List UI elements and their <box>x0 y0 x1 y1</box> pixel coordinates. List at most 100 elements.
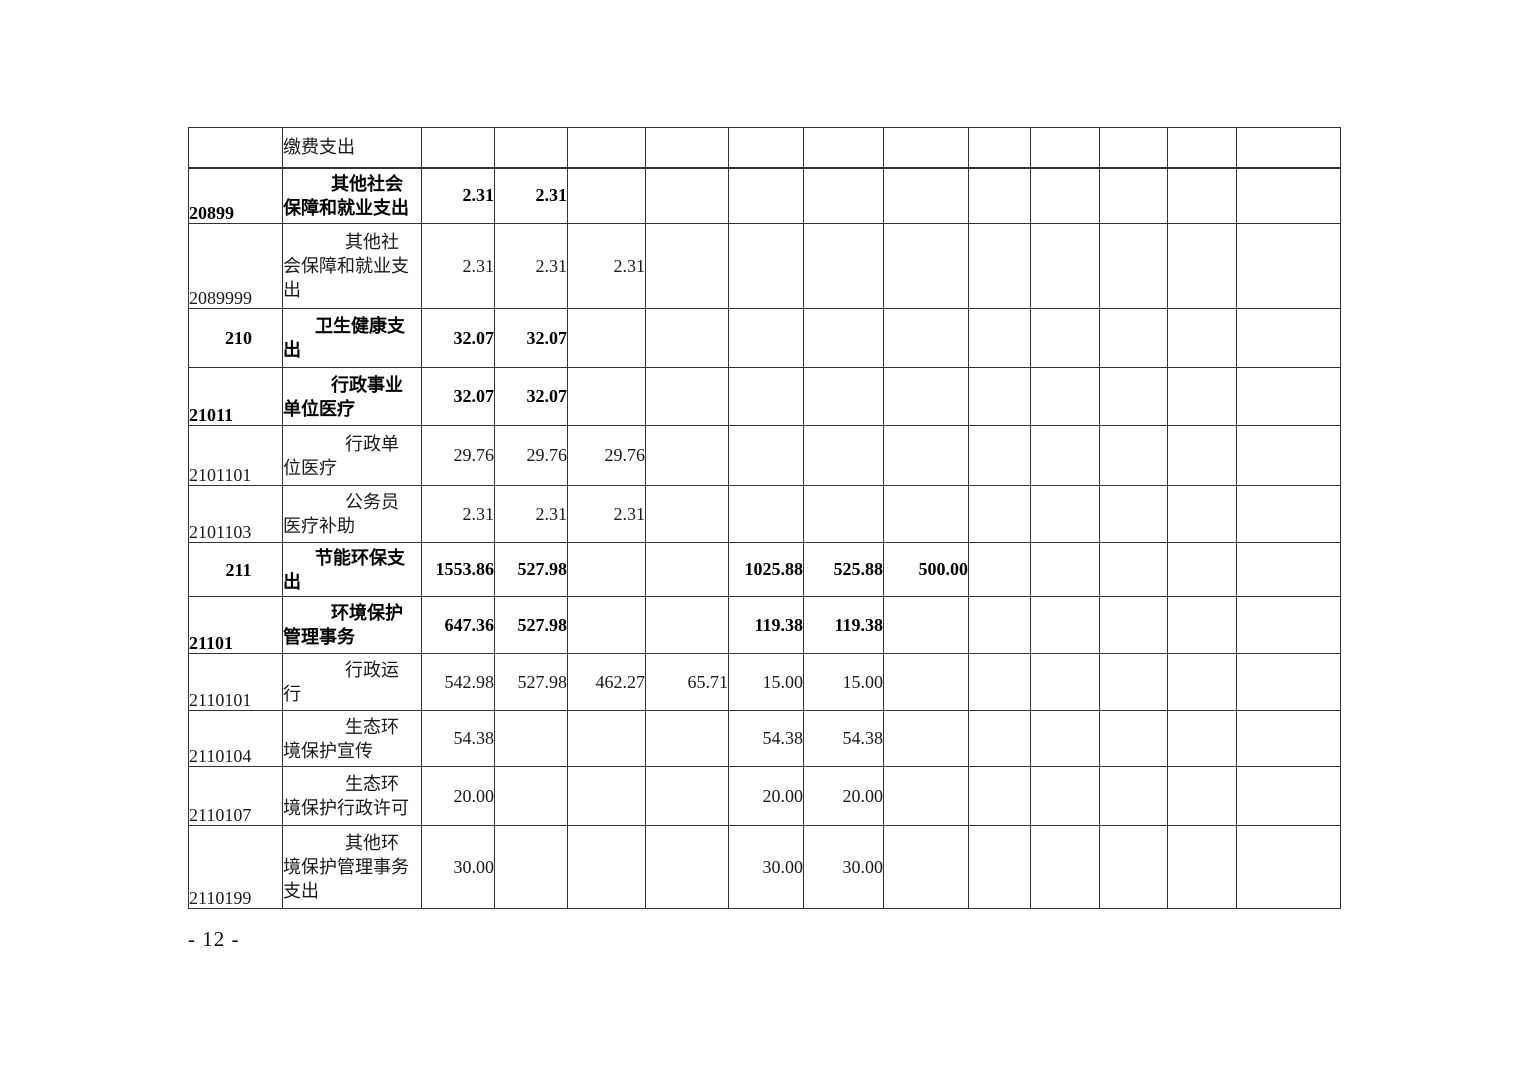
page-number: - 12 - <box>188 927 240 951</box>
value-cell <box>1030 223 1100 309</box>
name-line: 卫生健康支 <box>315 316 405 336</box>
value-cell <box>1099 825 1168 909</box>
value-cell: 32.07 <box>421 308 495 368</box>
name-cell: 公务员 医疗补助 <box>282 485 422 543</box>
value-cell <box>728 167 804 224</box>
value-cell <box>883 710 969 767</box>
value-cell <box>645 308 729 368</box>
name-line: 生态环 <box>345 774 399 794</box>
value-cell <box>1030 367 1100 426</box>
table-row: 2101101 行政单 位医疗 29.76 29.76 29.76 <box>188 425 1341 486</box>
value-cell <box>968 542 1031 597</box>
value-cell <box>1099 425 1168 486</box>
name-line: 出 <box>283 340 302 360</box>
name-cell: 生态环 境保护宣传 <box>282 710 422 767</box>
value-cell <box>1099 596 1168 654</box>
value-cell <box>1030 825 1100 909</box>
value-cell <box>645 542 729 597</box>
name-line: 支出 <box>283 881 320 901</box>
value-cell <box>883 167 969 224</box>
value-cell <box>1030 485 1100 543</box>
name-line: 位医疗 <box>283 457 338 478</box>
name-cell: 节能环保支出 <box>282 542 422 597</box>
value-cell <box>645 167 729 224</box>
value-cell <box>883 425 969 486</box>
value-cell: 527.98 <box>494 596 568 654</box>
value-cell <box>1167 308 1237 368</box>
value-cell <box>1030 766 1100 826</box>
code-cell: 2110104 <box>188 710 283 767</box>
name-line: 行政单 <box>345 433 399 454</box>
name-line: 境保护管理事务 <box>283 857 410 877</box>
value-cell <box>494 766 568 826</box>
value-cell: 32.07 <box>494 308 568 368</box>
value-cell <box>567 367 646 426</box>
value-cell <box>883 308 969 368</box>
name-cell: 其他环 境保护管理事务 支出 <box>282 825 422 909</box>
value-cell <box>1099 167 1168 224</box>
value-cell: 54.38 <box>421 710 495 767</box>
value-cell <box>1236 485 1341 543</box>
value-cell <box>1167 653 1237 711</box>
value-cell <box>1236 167 1341 224</box>
name-line: 行 <box>283 684 302 704</box>
value-cell <box>968 766 1031 826</box>
value-cell <box>1236 653 1341 711</box>
value-cell <box>1167 825 1237 909</box>
value-cell <box>968 223 1031 309</box>
value-cell <box>1030 127 1100 169</box>
name-line: 保障和就业支出 <box>283 197 410 218</box>
code-cell: 21011 <box>188 367 283 426</box>
name-line: 境保护宣传 <box>283 740 374 761</box>
value-cell: 30.00 <box>728 825 804 909</box>
value-cell <box>728 308 804 368</box>
value-cell <box>968 653 1031 711</box>
value-cell <box>883 485 969 543</box>
code-cell: 2110107 <box>188 766 283 826</box>
value-cell <box>803 127 884 169</box>
value-cell <box>1030 167 1100 224</box>
value-cell <box>494 825 568 909</box>
value-cell <box>1167 223 1237 309</box>
value-cell <box>1030 596 1100 654</box>
table-row: 2110199 其他环 境保护管理事务 支出 30.00 30.00 30.00 <box>188 825 1341 909</box>
value-cell: 527.98 <box>494 653 568 711</box>
value-cell <box>728 367 804 426</box>
value-cell: 30.00 <box>803 825 884 909</box>
value-cell <box>1236 367 1341 426</box>
value-cell: 20.00 <box>421 766 495 826</box>
code-cell: 210 <box>188 308 283 368</box>
value-cell <box>1099 766 1168 826</box>
value-cell <box>645 127 729 169</box>
table-body: 缴费支出 20899 其他社会 保障和就业支出 2.31 2.31 2089999 其他社 会保… <box>188 127 1341 909</box>
table-row: 21101 环境保护 管理事务 647.36 527.98 119.38 119.38 <box>188 596 1341 654</box>
value-cell <box>1099 485 1168 543</box>
value-cell <box>1167 485 1237 543</box>
value-cell <box>567 710 646 767</box>
value-cell <box>567 167 646 224</box>
value-cell: 1553.86 <box>421 542 495 597</box>
name-cell: 行政事业 单位医疗 <box>282 367 422 426</box>
value-cell <box>1030 653 1100 711</box>
budget-table: 缴费支出 20899 其他社会 保障和就业支出 2.31 2.31 2089999 其他社 会保… <box>188 127 1341 909</box>
code-cell: 2101103 <box>188 485 283 543</box>
value-cell: 462.27 <box>567 653 646 711</box>
name-cell: 生态环境保护行政许可 <box>282 766 422 826</box>
value-cell <box>968 710 1031 767</box>
table-row: 210 卫生健康支出 32.07 32.07 <box>188 308 1341 368</box>
value-cell <box>1236 127 1341 169</box>
code-cell: 2089999 <box>188 223 283 309</box>
value-cell <box>1099 653 1168 711</box>
value-cell <box>803 425 884 486</box>
value-cell <box>968 485 1031 543</box>
table-row: 20899 其他社会 保障和就业支出 2.31 2.31 <box>188 167 1341 224</box>
name-cell: 其他社会保障和就业支出 <box>282 167 422 224</box>
value-cell <box>803 167 884 224</box>
value-cell <box>1099 710 1168 767</box>
code-cell: 2110101 <box>188 653 283 711</box>
value-cell <box>1236 825 1341 909</box>
value-cell: 647.36 <box>421 596 495 654</box>
name-line: 公务员 <box>345 492 399 512</box>
value-cell <box>645 425 729 486</box>
name-line: 境保护行政许可 <box>283 798 410 818</box>
